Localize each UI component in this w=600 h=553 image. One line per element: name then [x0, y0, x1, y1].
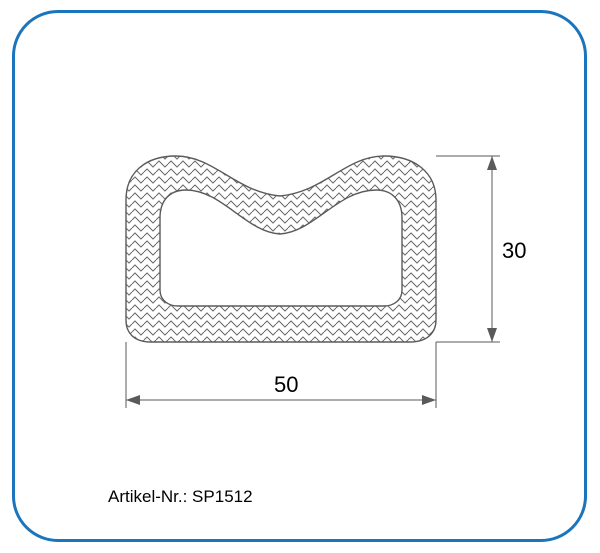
dimension-width: 50 [126, 342, 436, 408]
article-number-label: Artikel-Nr.: SP1512 [108, 487, 253, 507]
profile-drawing: 50 30 [0, 0, 600, 553]
profile-cross-section [126, 156, 436, 342]
dimension-height: 30 [436, 156, 526, 342]
dimension-height-value: 30 [502, 238, 526, 263]
dimension-width-value: 50 [274, 372, 298, 397]
